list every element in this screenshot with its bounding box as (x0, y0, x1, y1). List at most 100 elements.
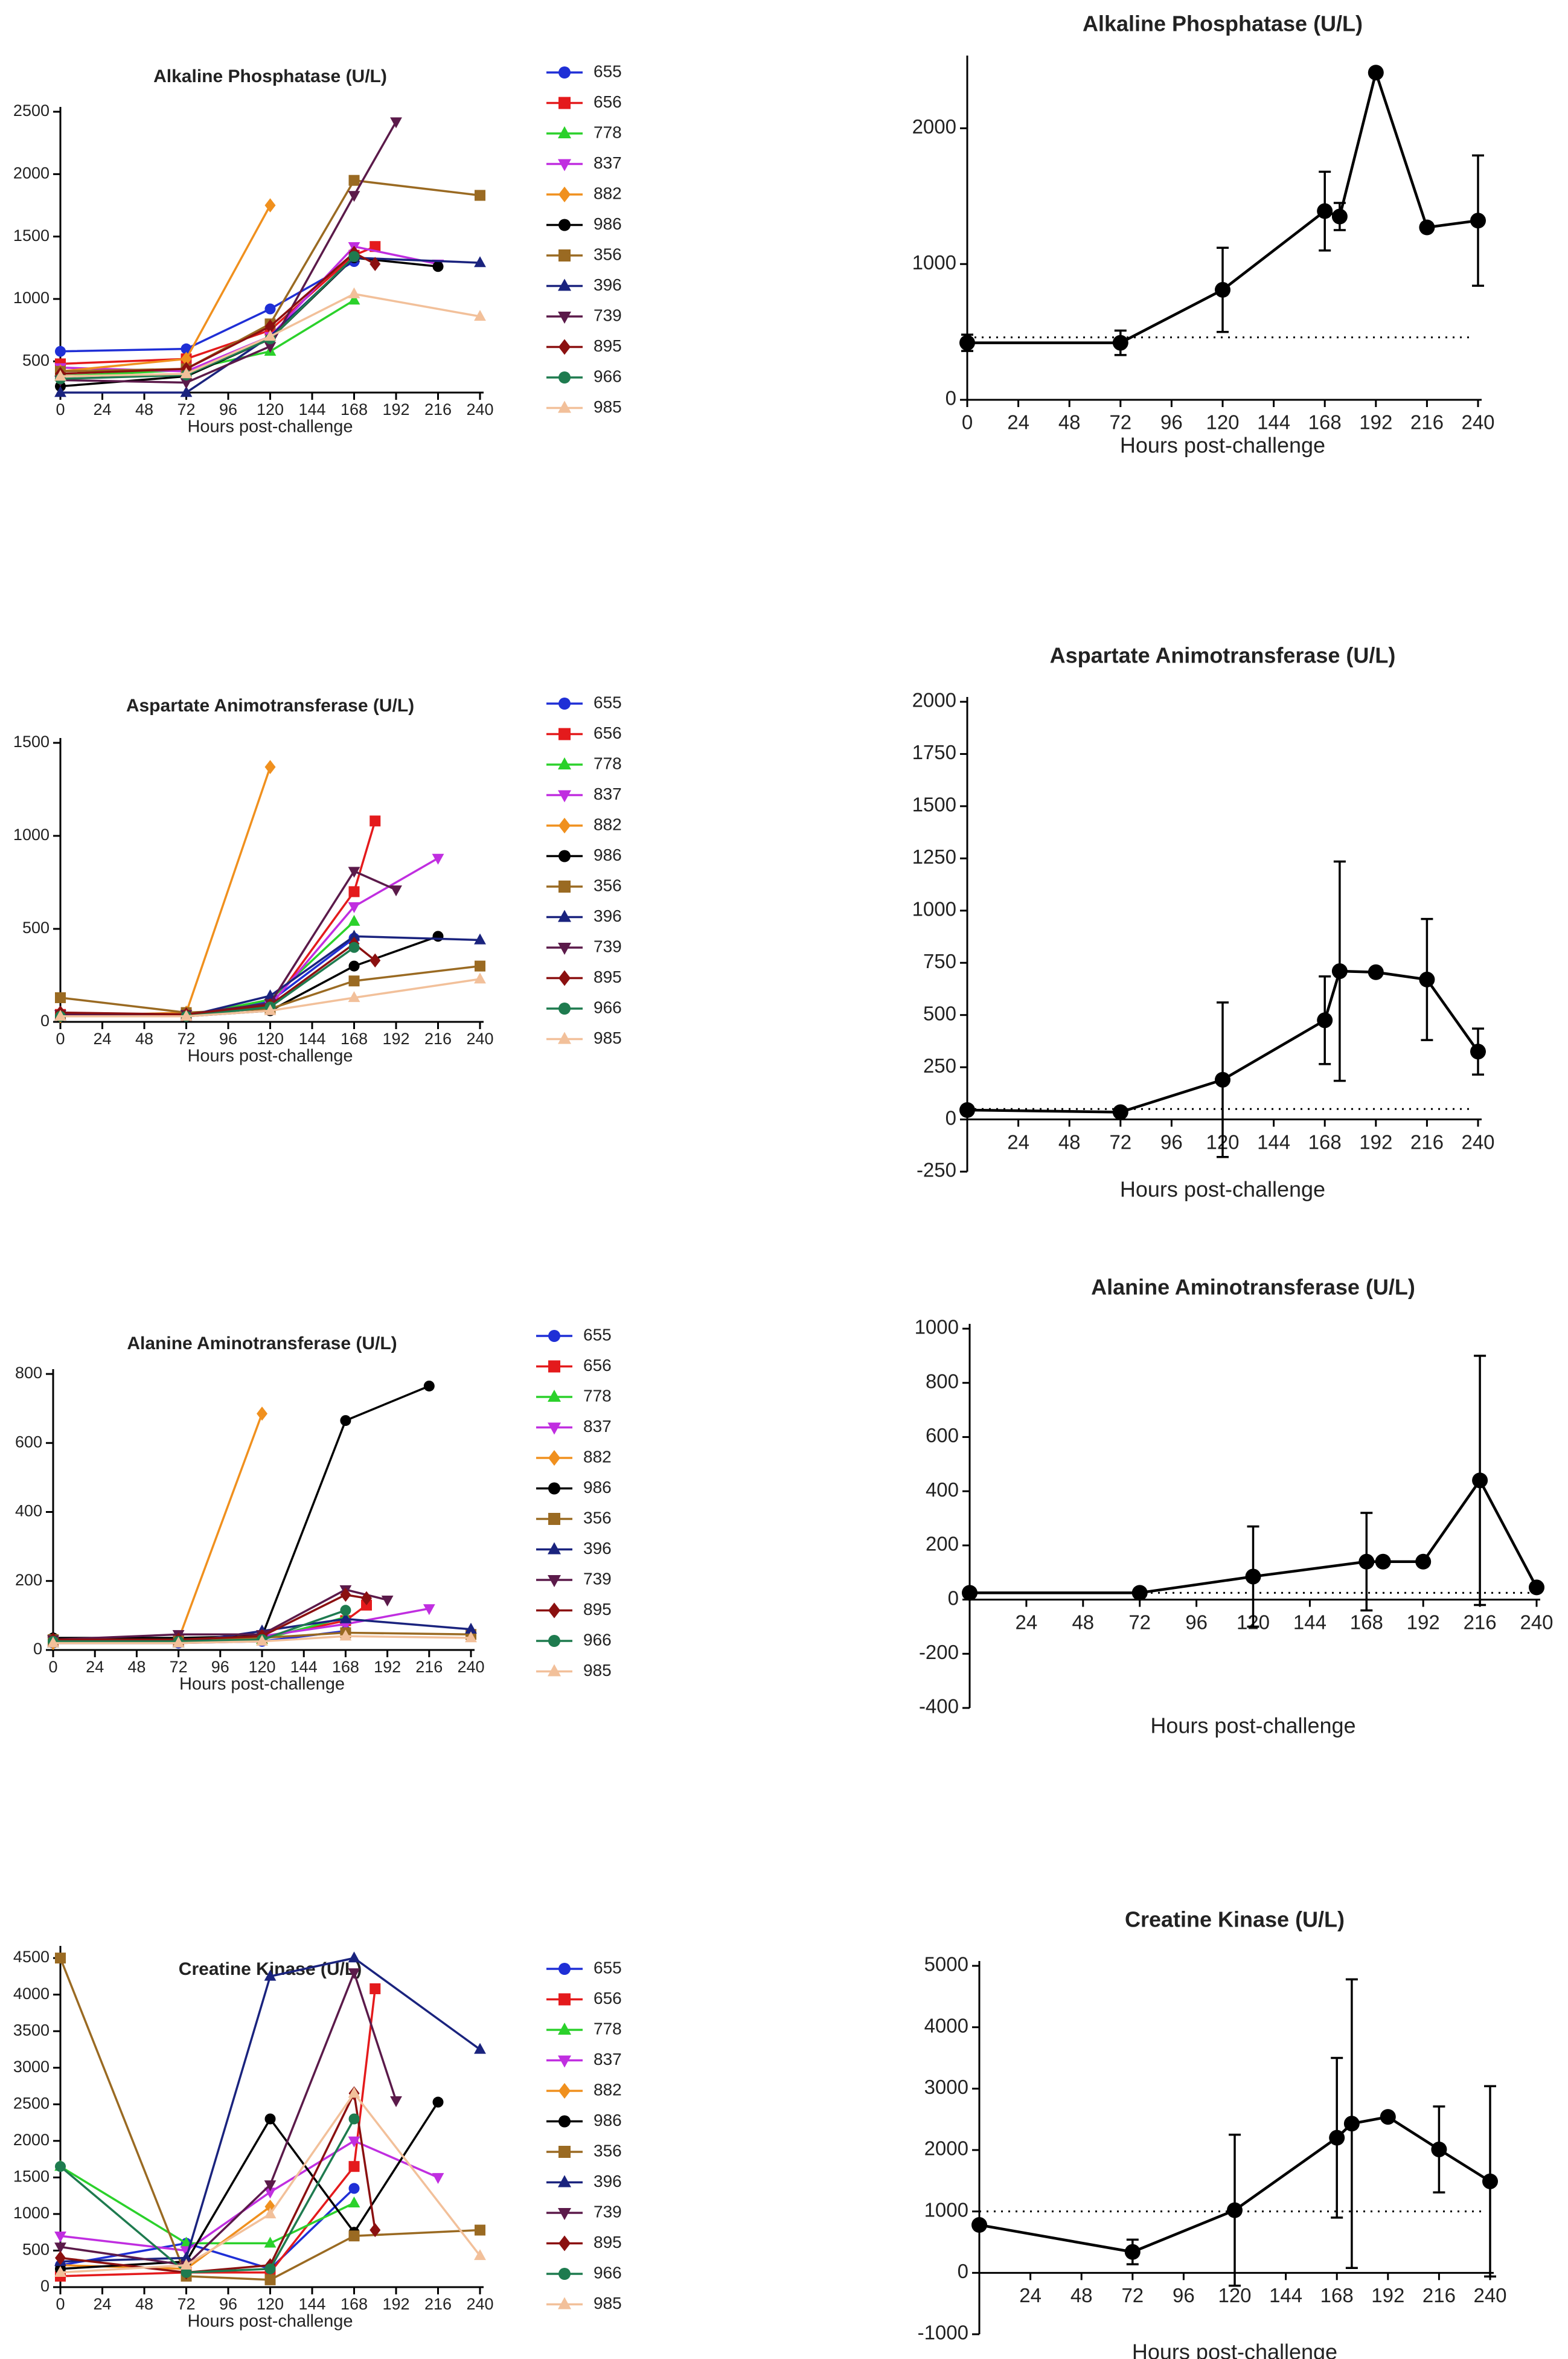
x-tick-label: 24 (1007, 411, 1029, 434)
data-point-396 (339, 1612, 352, 1623)
legend-label-356: 356 (594, 876, 622, 894)
data-point-656 (370, 1983, 381, 1994)
y-tick-label: 1000 (912, 897, 956, 920)
data-point-356 (348, 975, 360, 987)
legend-label-356: 356 (594, 2141, 622, 2160)
data-point-837 (348, 902, 360, 913)
data-point-mean (1470, 1044, 1486, 1060)
data-point-739 (54, 2242, 66, 2254)
x-tick-label: 120 (257, 400, 284, 419)
y-tick-label: 500 (923, 1002, 956, 1024)
y-tick-label: 500 (22, 351, 50, 369)
series-line-mean (967, 969, 1479, 1114)
legend-marker-966 (558, 371, 571, 384)
legend-label-655: 655 (594, 62, 622, 80)
x-tick-label: 96 (219, 2295, 237, 2313)
x-tick-label: 240 (466, 400, 493, 419)
data-point-985 (264, 1004, 277, 1015)
data-point-985 (474, 972, 486, 984)
legend-label-985: 985 (594, 1029, 622, 1047)
data-point-356 (55, 992, 66, 1003)
series-line-mean (967, 71, 1479, 344)
data-point-882 (257, 1406, 267, 1421)
data-point-985 (180, 1009, 193, 1021)
y-tick-label: 750 (923, 950, 956, 972)
series-line-mean (979, 2115, 1491, 2254)
chart-panel-7: Creatine Kinase (U/L)0500100015002000250… (13, 1946, 622, 2331)
data-point-985 (264, 330, 277, 341)
x-tick-label: 240 (466, 1030, 493, 1048)
x-tick-label: 48 (1070, 2284, 1093, 2306)
data-point-739 (348, 867, 360, 878)
legend-label-985: 985 (583, 1661, 612, 1680)
series-line-966 (53, 1609, 346, 1643)
legend-marker-656 (548, 1360, 560, 1373)
y-tick-label: 4500 (13, 1948, 50, 1966)
data-point-356 (264, 2274, 276, 2285)
data-point-mean (1415, 1553, 1432, 1570)
y-tick-label: -250 (917, 1159, 956, 1181)
y-tick-label: -200 (919, 1641, 959, 1663)
x-tick-label: 144 (290, 1658, 318, 1676)
legend-label-986: 986 (594, 846, 622, 864)
legend-marker-739 (558, 943, 571, 955)
legend-marker-356 (558, 2146, 571, 2158)
data-point-739 (390, 885, 402, 897)
x-axis-label: Hours post-challenge (187, 2312, 353, 2331)
x-tick-label: 72 (1121, 2284, 1144, 2306)
data-point-895 (340, 1587, 351, 1602)
legend-label-895: 895 (583, 1600, 612, 1619)
y-tick-label: 400 (926, 1478, 959, 1501)
x-tick-label: 144 (1257, 1131, 1290, 1153)
legend-label-882: 882 (594, 2080, 622, 2099)
data-point-396 (180, 2251, 193, 2262)
legend-label-966: 966 (583, 1630, 612, 1649)
x-tick-label: 72 (1128, 1611, 1151, 1633)
x-tick-label: 240 (1461, 411, 1494, 434)
x-axis-label: Hours post-challenge (1150, 1713, 1355, 1738)
x-tick-label: 240 (1473, 2284, 1506, 2306)
legend-label-356: 356 (594, 245, 622, 263)
x-tick-label: 96 (1185, 1611, 1208, 1633)
x-tick-label: 192 (1359, 411, 1392, 434)
legend-marker-837 (558, 2055, 571, 2068)
data-point-778 (348, 294, 360, 305)
legend-marker-778 (558, 757, 571, 769)
legend-marker-895 (558, 339, 571, 355)
y-tick-label: 2000 (924, 2137, 968, 2160)
y-tick-label: 2000 (13, 164, 50, 182)
legend-marker-882 (548, 1450, 560, 1466)
x-tick-label: 24 (86, 1658, 104, 1676)
x-tick-label: 24 (1019, 2284, 1042, 2306)
x-tick-label: 144 (1269, 2284, 1302, 2306)
x-tick-label: 192 (1359, 1131, 1392, 1153)
data-point-895 (264, 319, 276, 334)
data-point-396 (474, 256, 486, 268)
y-tick-label: 5000 (924, 1953, 968, 1975)
data-point-966 (348, 251, 360, 262)
data-point-895 (370, 2223, 381, 2238)
data-point-mean (1529, 1579, 1544, 1596)
legend-label-396: 396 (583, 1539, 612, 1558)
data-point-778 (264, 2236, 277, 2248)
legend-marker-985 (558, 2297, 571, 2309)
legend-label-655: 655 (594, 693, 622, 711)
data-point-985 (465, 1631, 477, 1643)
legend-marker-356 (558, 249, 571, 262)
data-point-985 (54, 370, 66, 381)
x-tick-label: 0 (48, 1658, 57, 1676)
x-tick-label: 24 (1007, 1131, 1029, 1153)
series-line-656 (60, 245, 376, 365)
legend-label-895: 895 (594, 336, 622, 355)
data-point-778 (348, 2196, 360, 2207)
x-tick-label: 192 (1407, 1611, 1440, 1633)
data-point-mean (962, 1585, 978, 1601)
y-tick-label: 1750 (912, 741, 956, 763)
chart-panel-3: Aspartate Animotransferase (U/L) 0 500 1000… (13, 693, 622, 1065)
y-tick-label: 400 (15, 1502, 42, 1520)
data-point-mean (1317, 203, 1333, 219)
x-tick-label: 24 (93, 400, 111, 419)
chart-panel-8: Creatine Kinase (U/L) -1000 0 1000 2000 3000 4… (918, 1907, 1507, 2359)
data-point-985 (54, 1009, 66, 1021)
data-point-mean (1375, 1553, 1391, 1570)
